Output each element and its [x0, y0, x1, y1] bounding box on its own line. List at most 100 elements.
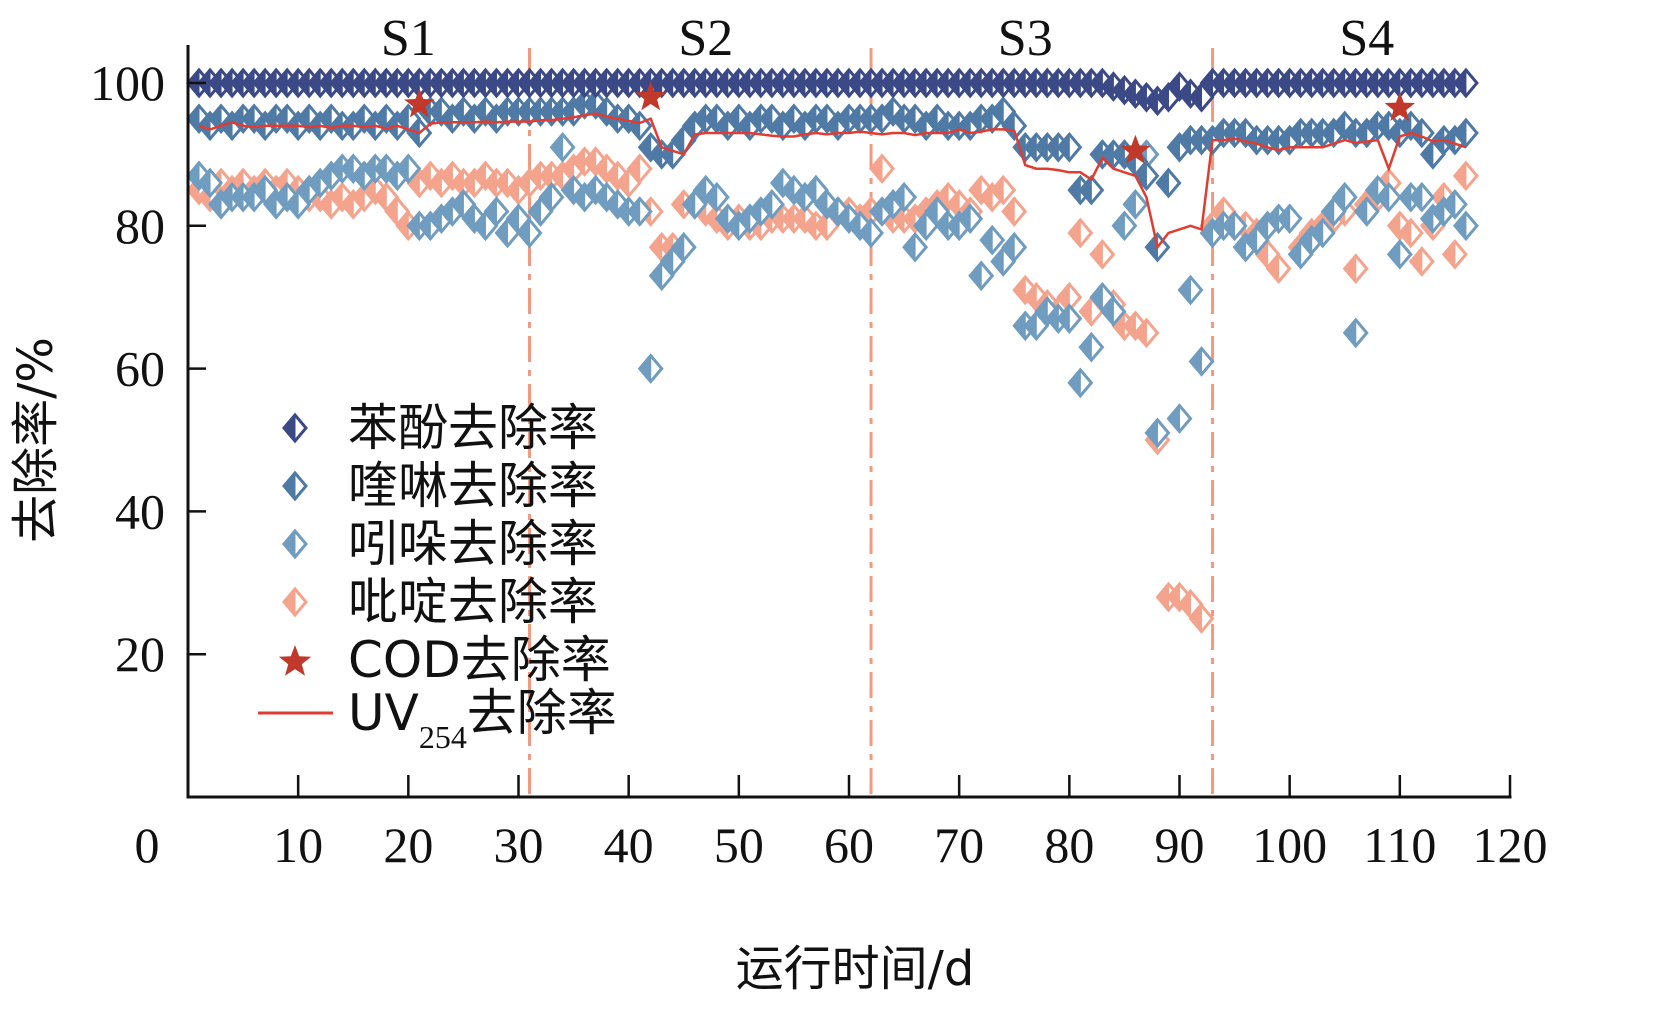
legend-marker-quinoline: [282, 470, 308, 502]
point-quinoline: [814, 103, 840, 135]
point-indole: [780, 174, 807, 206]
point-pyridine: [990, 174, 1017, 206]
point-indole: [957, 203, 984, 234]
point-pyridine: [968, 174, 995, 206]
point-indole: [1001, 231, 1028, 263]
point-indole: [891, 181, 918, 213]
point-indole: [968, 260, 995, 292]
point-pyridine: [1067, 217, 1094, 249]
legend-marker-indole: [282, 528, 308, 560]
point-indole: [1100, 296, 1127, 327]
point-pyridine: [1133, 317, 1160, 349]
point-quinoline: [582, 89, 609, 120]
x-tick-label: 50: [714, 817, 764, 873]
point-quinoline: [1056, 131, 1083, 163]
legend-label: COD去除率: [348, 631, 611, 689]
point-indole: [814, 189, 840, 220]
point-indole: [1441, 189, 1468, 220]
point-indole: [450, 189, 477, 220]
point-quinoline: [780, 103, 807, 135]
point-indole: [703, 181, 730, 213]
point-indole: [1276, 203, 1303, 234]
point-pyridine: [1397, 217, 1424, 249]
series-phenol: [186, 67, 1479, 117]
point-indole: [1364, 174, 1391, 206]
legend-item-cod: COD去除率: [278, 631, 611, 689]
point-indole: [549, 131, 576, 163]
point-indole: [1056, 303, 1083, 334]
point-indole: [1188, 346, 1215, 377]
point-pyridine: [869, 153, 896, 185]
point-quinoline: [186, 103, 212, 135]
point-indole: [626, 196, 653, 227]
point-indole: [483, 196, 510, 227]
axes: 0 10 20 30 40 50 60 70 80 90 100 110 120 20 40 60 80 100: [90, 45, 1548, 873]
point-indole: [1122, 189, 1149, 220]
point-indole: [1177, 274, 1204, 306]
point-cod: [1384, 92, 1416, 121]
point-cod: [404, 88, 435, 118]
point-cod: [635, 81, 666, 111]
legend-label-rest: 去除率: [467, 684, 617, 742]
x-axis-title: 运行时间/d: [736, 941, 975, 997]
point-pyridine: [1001, 196, 1028, 227]
point-indole: [1166, 403, 1193, 434]
point-indole: [1111, 210, 1138, 242]
point-indole: [670, 231, 697, 263]
point-quinoline: [351, 103, 378, 135]
line-uv254: [198, 112, 1467, 251]
point-pyridine: [1089, 239, 1116, 270]
point-indole: [946, 210, 973, 242]
point-indole: [758, 189, 785, 220]
point-phenol: [1111, 74, 1138, 106]
legend-item-phenol: 苯酚去除率: [282, 399, 598, 457]
point-indole: [582, 174, 609, 206]
point-indole: [538, 181, 565, 213]
legend-item-quinoline: 喹啉去除率: [282, 457, 598, 515]
point-indole: [1408, 181, 1435, 213]
point-pyridine: [1452, 160, 1479, 192]
x-tick-label: 90: [1155, 817, 1205, 873]
stage-labels: S1 S2 S3 S4: [381, 10, 1394, 67]
y-tick-label: 60: [115, 341, 165, 397]
point-indole: [1331, 181, 1358, 213]
point-pyridine: [1012, 274, 1039, 306]
legend-marker-phenol: [282, 412, 308, 444]
point-pyridine: [1441, 239, 1468, 270]
series-quinoline: [186, 89, 1479, 263]
legend-label: 喹啉去除率: [348, 457, 598, 515]
point-quinoline: [1078, 174, 1105, 206]
y-tick-label: 20: [115, 626, 165, 682]
series-uv254: [198, 112, 1467, 251]
point-pyridine: [1056, 281, 1083, 313]
x-tick-label: 100: [1252, 817, 1327, 873]
point-indole: [1144, 417, 1171, 449]
point-indole: [395, 153, 422, 185]
point-indole: [373, 153, 400, 185]
point-indole: [902, 231, 929, 263]
legend-label-main: UV: [348, 684, 419, 742]
point-indole: [637, 353, 664, 384]
x-tick-label: 80: [1044, 817, 1094, 873]
point-quinoline: [450, 96, 477, 127]
point-indole: [1067, 367, 1094, 399]
series-indole: [186, 131, 1479, 449]
point-pyridine: [1188, 603, 1215, 634]
stage-label-s4: S4: [1339, 10, 1394, 67]
x-tick-label: 40: [604, 817, 654, 873]
legend-item-pyridine: 吡啶去除率: [282, 573, 598, 631]
point-quinoline: [1375, 110, 1402, 142]
x-tick-label: 120: [1473, 817, 1548, 873]
point-indole: [1375, 181, 1402, 213]
point-indole: [1452, 210, 1479, 242]
point-indole: [979, 224, 1006, 256]
x-tick-label: 60: [824, 817, 874, 873]
point-indole: [714, 203, 741, 234]
point-indole: [747, 196, 774, 227]
point-pyridine: [1408, 246, 1435, 277]
legend-item-indole: 吲哚去除率: [282, 515, 598, 573]
y-tick-label: 100: [90, 55, 165, 111]
point-indole: [1309, 217, 1336, 249]
point-pyridine: [626, 153, 653, 185]
